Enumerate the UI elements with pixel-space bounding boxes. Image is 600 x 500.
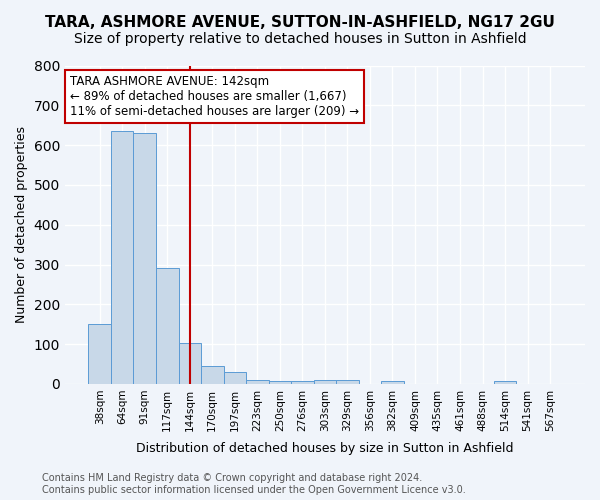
Text: Size of property relative to detached houses in Sutton in Ashfield: Size of property relative to detached ho…: [74, 32, 526, 46]
Bar: [246, 380, 269, 384]
Bar: [291, 380, 314, 384]
Bar: [156, 268, 179, 384]
Bar: [201, 366, 224, 384]
Text: Contains HM Land Registry data © Crown copyright and database right 2024.
Contai: Contains HM Land Registry data © Crown c…: [42, 474, 466, 495]
Bar: [133, 133, 156, 384]
Text: TARA ASHMORE AVENUE: 142sqm
← 89% of detached houses are smaller (1,667)
11% of : TARA ASHMORE AVENUE: 142sqm ← 89% of det…: [70, 75, 359, 118]
Text: TARA, ASHMORE AVENUE, SUTTON-IN-ASHFIELD, NG17 2GU: TARA, ASHMORE AVENUE, SUTTON-IN-ASHFIELD…: [45, 15, 555, 30]
X-axis label: Distribution of detached houses by size in Sutton in Ashfield: Distribution of detached houses by size …: [136, 442, 514, 455]
Y-axis label: Number of detached properties: Number of detached properties: [15, 126, 28, 323]
Bar: [269, 380, 291, 384]
Bar: [494, 380, 517, 384]
Bar: [336, 380, 359, 384]
Bar: [111, 131, 133, 384]
Bar: [88, 324, 111, 384]
Bar: [224, 372, 246, 384]
Bar: [381, 380, 404, 384]
Bar: [314, 380, 336, 384]
Bar: [179, 343, 201, 384]
